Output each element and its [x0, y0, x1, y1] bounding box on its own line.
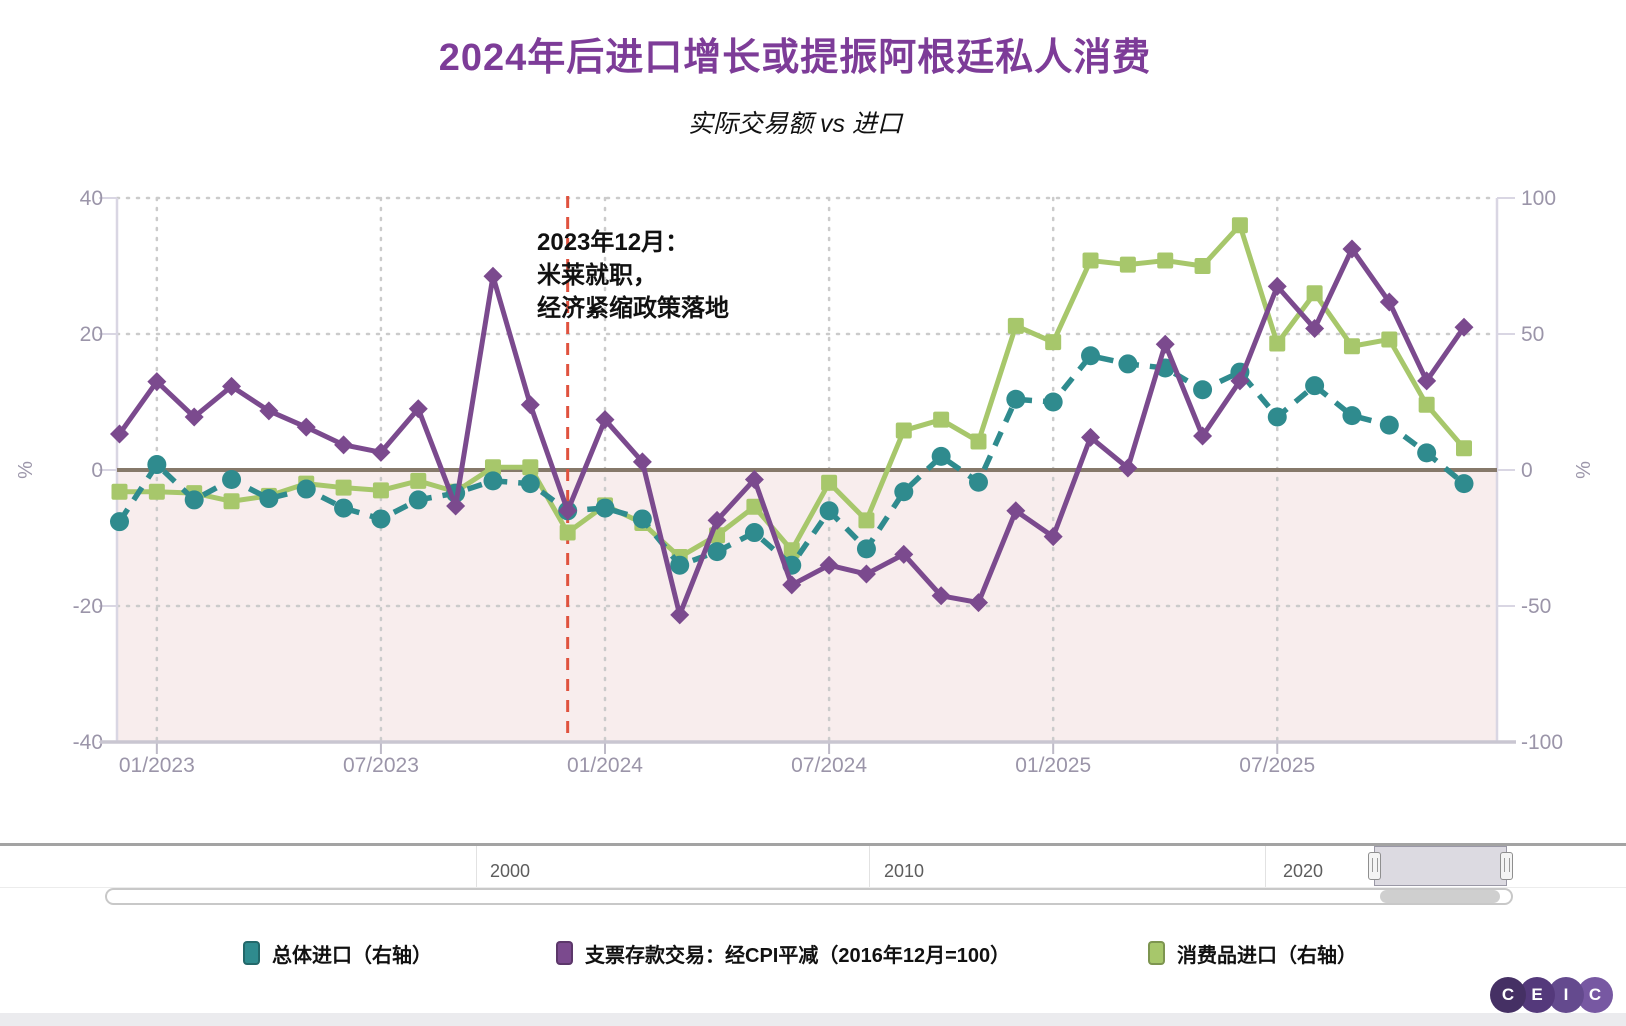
total-imports-swatch-icon — [243, 941, 260, 965]
navigator-separator — [476, 846, 477, 887]
ceic-logo: C E I C — [1490, 977, 1615, 1013]
navigator-right-handle[interactable] — [1500, 852, 1513, 880]
chart-plot: 40 20 0 -20 -40 100 50 0 -50 -100 01/2023 07/2023 01… — [15, 187, 1595, 777]
left-axis-tick-label: 40 — [80, 187, 103, 210]
annotation-line-3: 经济紧缩政策落地 — [537, 295, 729, 322]
x-axis-tick-label: 07/2023 — [343, 754, 419, 777]
navigator-separator — [1265, 846, 1266, 887]
x-axis-tick-label: 01/2023 — [119, 754, 195, 777]
series-check-deposit-transactions[interactable] — [110, 239, 1474, 625]
legend-item-total-imports[interactable]: 总体进口（右轴） — [243, 936, 432, 970]
right-axis-unit-label: % — [1573, 461, 1595, 479]
annotation-line-2: 米莱就职， — [537, 262, 657, 289]
legend-label: 消费品进口（右轴） — [1177, 944, 1357, 967]
navigator-separator — [869, 846, 870, 887]
date-range-navigator[interactable]: 2000 2010 2020 — [0, 843, 1626, 888]
footer-strip — [0, 1013, 1626, 1026]
navigator-left-handle[interactable] — [1368, 852, 1381, 880]
chart-annotation: 2023年12月： 米莱就职， 经济紧缩政策落地 — [537, 226, 729, 325]
x-axis-tick-label: 01/2024 — [567, 754, 643, 777]
left-axis-tick-label: -20 — [73, 595, 103, 618]
x-axis-tick-label: 07/2024 — [791, 754, 867, 777]
right-axis-tick-label: 50 — [1521, 323, 1544, 346]
navigator-year-2000: 2000 — [490, 861, 531, 881]
left-axis-tick-label: 0 — [91, 459, 103, 482]
right-axis-tick-label: -50 — [1521, 595, 1551, 618]
ceic-logo-circle: I — [1548, 977, 1584, 1013]
navigator-year-2010: 2010 — [884, 861, 925, 881]
left-axis-tick-label: -40 — [73, 731, 103, 754]
navigator-year-2020: 2020 — [1283, 861, 1324, 881]
right-axis-tick-label: 0 — [1521, 459, 1533, 482]
left-axis-unit-label: % — [15, 461, 37, 479]
legend-item-check-deposits[interactable]: 支票存款交易：经CPI平减（2016年12月=100） — [556, 936, 1010, 970]
legend-label: 总体进口（右轴） — [272, 944, 432, 967]
right-axis-tick-label: 100 — [1521, 187, 1556, 210]
legend-item-consumer-goods-imports[interactable]: 消费品进口（右轴） — [1148, 936, 1357, 970]
left-axis-tick-label: 20 — [80, 323, 103, 346]
scrollbar-thumb[interactable] — [1380, 890, 1500, 903]
horizontal-scrollbar[interactable] — [105, 888, 1513, 905]
ceic-logo-circle: C — [1490, 977, 1526, 1013]
legend-label: 支票存款交易：经CPI平减（2016年12月=100） — [585, 944, 1011, 967]
check-deposits-swatch-icon — [556, 941, 573, 965]
navigator-selected-range[interactable] — [1368, 846, 1513, 886]
x-axis-tick-label: 07/2025 — [1239, 754, 1315, 777]
consumer-goods-swatch-icon — [1148, 941, 1165, 965]
x-axis-tick-label: 01/2025 — [1015, 754, 1091, 777]
page-subtitle: 实际交易额 vs 进口 — [688, 110, 902, 138]
page-title: 2024年后进口增长或提振阿根廷私人消费 — [438, 37, 1152, 79]
legend: 总体进口（右轴） 支票存款交易：经CPI平减（2016年12月=100） 消费品… — [0, 936, 1626, 970]
annotation-line-1: 2023年12月： — [537, 229, 690, 256]
right-axis-tick-label: -100 — [1521, 731, 1563, 754]
